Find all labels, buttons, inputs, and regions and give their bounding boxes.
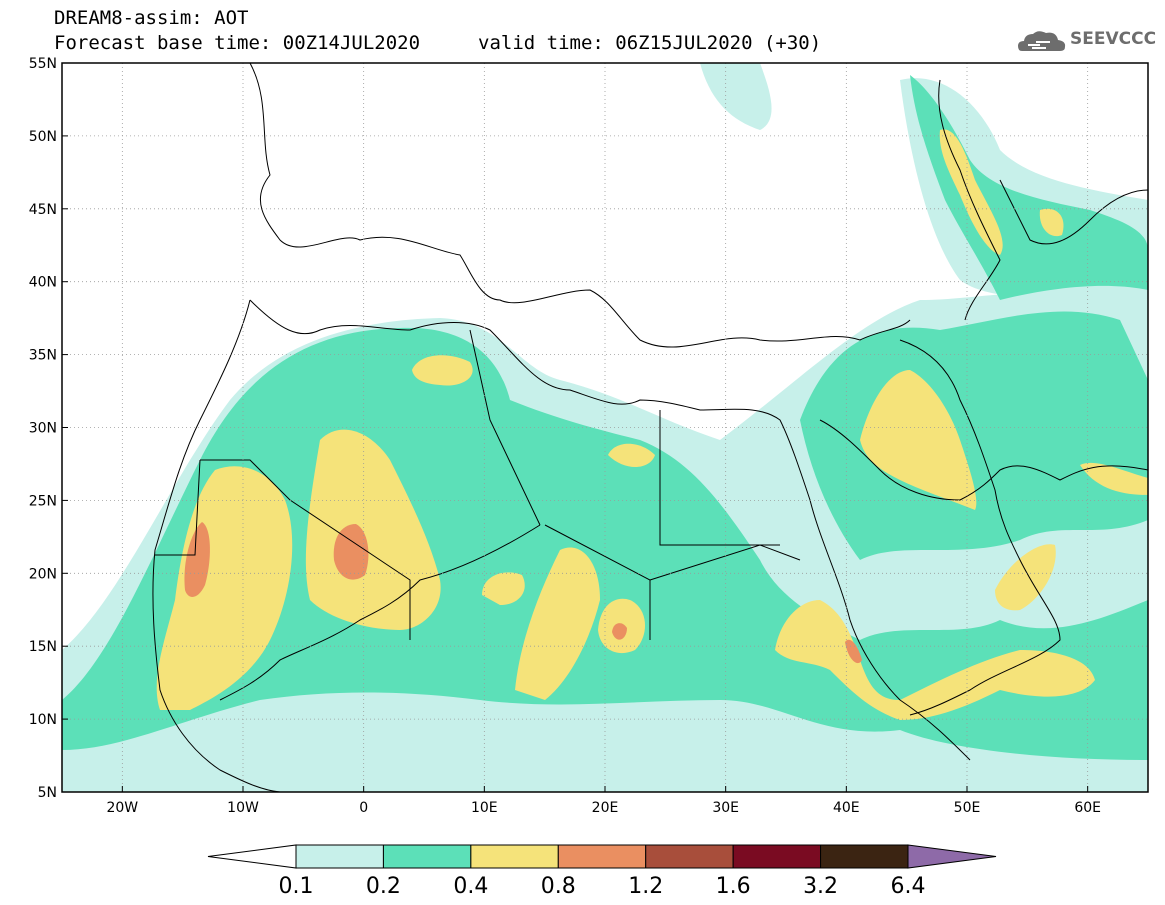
colorbar-swatch xyxy=(557,844,647,869)
aot-contour-0.4-alg xyxy=(412,355,473,386)
lon-tick-label: 20W xyxy=(106,800,138,816)
lon-tick-label: 20E xyxy=(592,800,619,816)
colorbar-swatch xyxy=(645,844,734,869)
aot-contour-0.4-west xyxy=(156,466,293,710)
aot-contour-0.8-sudan xyxy=(612,623,627,640)
lon-tick-label: 30E xyxy=(712,800,739,816)
lat-tick-label: 55N xyxy=(29,56,57,72)
aot-contour-0.8-eritrea xyxy=(845,639,862,664)
coastlines xyxy=(152,63,1148,792)
colorbar-label: 0.1 xyxy=(279,874,314,899)
aot-contour-0.4-niger xyxy=(482,572,525,605)
lat-tick-label: 30N xyxy=(29,421,57,437)
colorbar-label: 1.2 xyxy=(628,874,663,899)
colorbar-label: 6.4 xyxy=(891,874,926,899)
colorbar-swatch xyxy=(382,844,472,869)
aot-contour-0.4-arabia xyxy=(860,370,977,510)
lon-tick-label: 10E xyxy=(471,800,498,816)
forecast-base-time: Forecast base time: 00Z14JUL2020 xyxy=(54,32,421,54)
lat-tick-label: 50N xyxy=(29,129,57,145)
lat-tick-label: 15N xyxy=(29,639,57,655)
colorbar-swatch xyxy=(470,844,559,869)
lat-tick-label: 10N xyxy=(29,712,57,728)
map-grid xyxy=(62,63,1148,792)
lon-tick-label: 40E xyxy=(833,800,860,816)
colorbar-label: 0.2 xyxy=(366,874,401,899)
lat-tick-label: 35N xyxy=(29,348,57,364)
aot-contour-0.4-oman xyxy=(995,544,1056,611)
lat-tick-label: 45N xyxy=(29,202,57,218)
lat-tick-label: 20N xyxy=(29,566,57,582)
aot-contour-0.4-aral xyxy=(1039,208,1064,237)
colorbar-swatch xyxy=(295,844,384,869)
latitude-axis: 55N 50N 45N 40N 35N 30N 25N 20N 15N 10N 5N xyxy=(29,56,68,801)
valid-time: valid time: 06Z15JUL2020 (+30) xyxy=(478,32,822,54)
aot-contour-0.4-chad xyxy=(515,547,600,700)
colorbar-label: 1.6 xyxy=(716,874,751,899)
aot-contour-0.1-top xyxy=(700,63,772,130)
longitude-axis: 20W 10W 0 10E 20E 30E 40E 50E 60E xyxy=(106,786,1101,816)
lat-tick-label: 40N xyxy=(29,275,57,291)
lon-tick-label: 50E xyxy=(954,800,981,816)
lon-tick-label: 0 xyxy=(359,800,368,816)
aot-contour-0.4-central xyxy=(305,429,441,630)
colorbar-high-arrow xyxy=(907,844,997,869)
lon-tick-label: 10W xyxy=(227,800,259,816)
colorbar-label: 0.4 xyxy=(453,874,488,899)
colorbar-swatch xyxy=(732,844,822,869)
aot-contour-0.8-west xyxy=(184,522,210,597)
logo-text: SEEVCCC xyxy=(1070,29,1157,49)
aot-contour-0.4-horn xyxy=(775,600,1095,720)
colorbar-swatch xyxy=(820,844,909,869)
lat-tick-label: 5N xyxy=(38,785,57,801)
colorbar-low-arrow xyxy=(207,844,297,869)
colorbar-label: 0.8 xyxy=(541,874,576,899)
aot-contour-0.4-iran-e xyxy=(1080,462,1148,495)
aot-contour-0.4-libya xyxy=(608,443,655,468)
map-title: DREAM8-assim: AOT xyxy=(54,7,249,29)
cloud-icon xyxy=(1018,31,1066,51)
colorbar-label: 3.2 xyxy=(803,874,838,899)
aot-contour-0.2-ne xyxy=(910,75,1148,300)
lat-tick-label: 25N xyxy=(29,493,57,509)
lon-tick-label: 60E xyxy=(1074,800,1101,816)
aot-contour-0.8-central xyxy=(333,524,369,580)
aot-contour-0.2-east xyxy=(800,311,1148,560)
